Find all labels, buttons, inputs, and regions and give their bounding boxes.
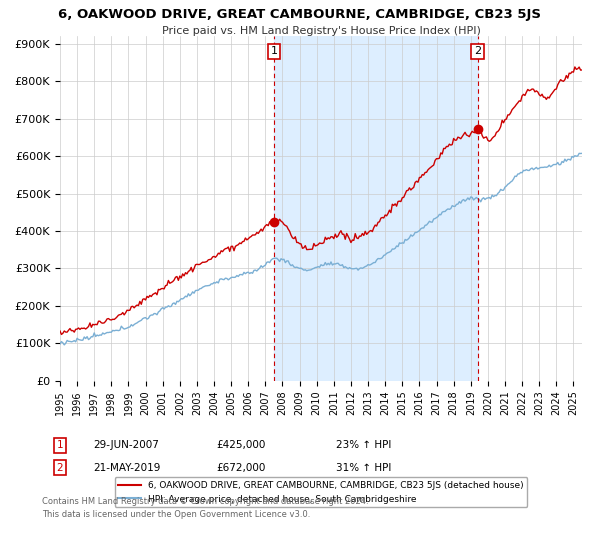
- Bar: [274, 36, 478, 381]
- Text: £425,000: £425,000: [216, 440, 265, 450]
- Text: 1: 1: [56, 440, 64, 450]
- Title: Price paid vs. HM Land Registry's House Price Index (HPI): Price paid vs. HM Land Registry's House …: [161, 26, 481, 36]
- Text: 31% ↑ HPI: 31% ↑ HPI: [336, 463, 391, 473]
- Text: £672,000: £672,000: [216, 463, 265, 473]
- Text: This data is licensed under the Open Government Licence v3.0.: This data is licensed under the Open Gov…: [42, 510, 310, 519]
- Text: 23% ↑ HPI: 23% ↑ HPI: [336, 440, 391, 450]
- Text: 6, OAKWOOD DRIVE, GREAT CAMBOURNE, CAMBRIDGE, CB23 5JS: 6, OAKWOOD DRIVE, GREAT CAMBOURNE, CAMBR…: [59, 8, 542, 21]
- Text: Contains HM Land Registry data © Crown copyright and database right 2024.: Contains HM Land Registry data © Crown c…: [42, 497, 368, 506]
- Text: 2: 2: [56, 463, 64, 473]
- Text: 29-JUN-2007: 29-JUN-2007: [93, 440, 159, 450]
- Text: 21-MAY-2019: 21-MAY-2019: [93, 463, 160, 473]
- Legend: 6, OAKWOOD DRIVE, GREAT CAMBOURNE, CAMBRIDGE, CB23 5JS (detached house), HPI: Av: 6, OAKWOOD DRIVE, GREAT CAMBOURNE, CAMBR…: [115, 478, 527, 507]
- Text: 2: 2: [474, 46, 481, 57]
- Text: 1: 1: [271, 46, 277, 57]
